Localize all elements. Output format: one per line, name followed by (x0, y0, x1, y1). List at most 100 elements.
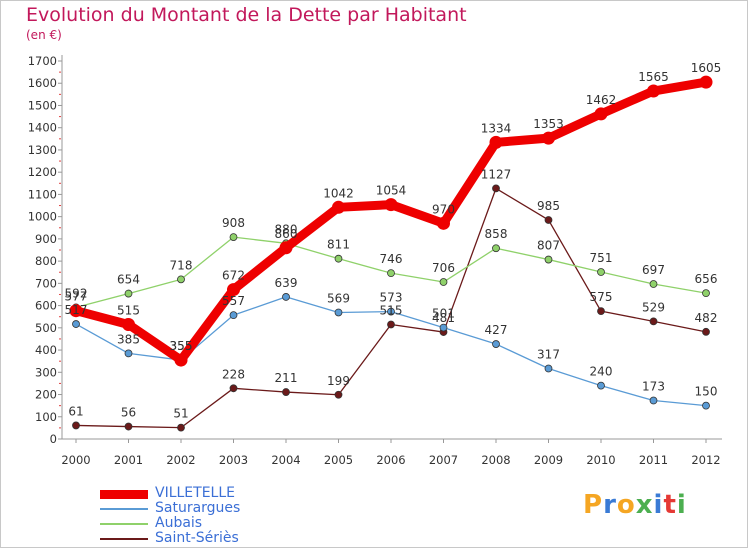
data-label: 515 (117, 303, 140, 317)
y-tick-label: 400 (35, 343, 57, 357)
y-tick-label: 800 (35, 254, 57, 268)
data-label: 517 (65, 303, 88, 317)
x-tick-label: 2002 (166, 453, 195, 467)
logo-letter: o (616, 490, 636, 520)
data-point-VILLETELLE (437, 216, 450, 230)
data-label: 639 (275, 276, 298, 290)
series-layer (69, 75, 713, 432)
data-label: 61 (68, 404, 83, 418)
data-point-Saturargues (334, 308, 343, 317)
data-point-VILLETELLE (594, 107, 608, 121)
data-point-Saturargues (72, 320, 80, 328)
data-label: 515 (380, 303, 403, 317)
data-label: 746 (380, 252, 403, 266)
x-tick-label: 2000 (61, 453, 90, 467)
data-label: 1605 (691, 61, 722, 75)
x-tick-label: 2009 (534, 453, 563, 467)
x-tick-label: 2001 (114, 453, 143, 467)
y-tick-label: 900 (35, 232, 57, 246)
legend-swatch (100, 523, 148, 525)
data-label: 211 (275, 371, 298, 385)
data-label: 1353 (533, 117, 564, 131)
y-tick-label: 0 (50, 432, 57, 446)
data-point-Saturargues (229, 311, 238, 320)
y-tick-label: 1600 (28, 76, 57, 90)
data-point-Aubais (124, 289, 133, 298)
legend-label: VILLETELLE (155, 485, 235, 501)
data-label: 1042 (323, 186, 354, 200)
data-label: 56 (121, 406, 136, 420)
legend-label: Aubais (155, 515, 203, 531)
data-label: 970 (432, 202, 455, 216)
data-label: 592 (65, 286, 88, 300)
data-point-Saturargues (124, 349, 133, 358)
data-point-Saturargues (544, 364, 553, 373)
x-tick-label: 2007 (429, 453, 458, 467)
legend-swatch (100, 538, 148, 540)
data-label: 1054 (376, 184, 407, 198)
data-point-VILLETELLE (227, 283, 240, 297)
data-point-Aubais (177, 275, 185, 284)
legend-label: Saint-Sériès (155, 530, 239, 546)
data-label: 51 (173, 407, 188, 421)
data-point-VILLETELLE (384, 198, 398, 212)
data-label: 706 (432, 261, 455, 275)
data-point-Saint-Sériès (597, 307, 605, 316)
data-point-Saint-Sériès (229, 384, 238, 393)
data-label: 228 (222, 367, 245, 381)
x-tick-label: 2005 (324, 453, 353, 467)
data-point-Saturargues (492, 340, 500, 348)
data-point-Aubais (597, 268, 605, 276)
logo-letter: t (663, 490, 677, 520)
data-point-Saturargues (649, 396, 658, 405)
chart-subtitle: (en €) (26, 28, 62, 42)
data-point-Aubais (649, 280, 658, 288)
data-label: 385 (117, 332, 140, 346)
y-tick-label: 1200 (28, 165, 57, 179)
data-label: 751 (590, 251, 613, 265)
data-label: 355 (170, 339, 193, 353)
x-tick-label: 2006 (376, 453, 405, 467)
data-point-Aubais (229, 233, 238, 242)
data-point-VILLETELLE (647, 84, 660, 98)
data-point-Saint-Sériès (649, 317, 658, 326)
data-point-Saturargues (387, 307, 395, 316)
data-point-Saint-Sériès (387, 320, 395, 329)
logo-letter: r (603, 490, 617, 520)
data-point-Aubais (334, 254, 343, 263)
proxiti-logo: Proxiti (583, 490, 687, 520)
data-point-Aubais (439, 278, 448, 286)
data-point-Saturargues (597, 381, 605, 390)
y-tick-label: 1400 (28, 121, 57, 135)
x-tick-label: 2004 (271, 453, 300, 467)
data-point-Saint-Sériès (702, 327, 710, 336)
data-label: 577 (65, 290, 88, 304)
y-tick-label: 500 (35, 321, 57, 335)
data-point-Saint-Sériès (124, 422, 133, 431)
data-point-Saint-Sériès (72, 421, 80, 430)
data-point-Saint-Sériès (334, 390, 343, 399)
y-tick-label: 1700 (28, 54, 57, 68)
legend-label: Saturargues (155, 500, 241, 516)
y-tick-label: 1500 (28, 98, 57, 112)
data-label: 569 (327, 291, 350, 305)
data-point-VILLETELLE (542, 131, 555, 145)
data-label: 199 (327, 374, 350, 388)
y-tick-label: 700 (35, 276, 57, 290)
data-point-VILLETELLE (279, 241, 293, 255)
data-point-VILLETELLE (699, 75, 713, 89)
data-point-Aubais (702, 289, 710, 298)
data-point-Saint-Sériès (177, 423, 185, 432)
data-label: 557 (222, 294, 245, 308)
y-tick-label: 300 (35, 365, 57, 379)
data-label: 355 (170, 339, 193, 353)
data-label: 575 (590, 290, 613, 304)
data-label: 985 (537, 199, 560, 213)
data-label: 860 (275, 227, 298, 241)
logo-letter: i (653, 490, 664, 520)
chart-title: Evolution du Montant de la Dette par Hab… (26, 4, 467, 26)
data-point-Saint-Sériès (282, 388, 290, 396)
data-label: 1565 (638, 70, 669, 84)
chart-axes: 0 100 200 300 400 500 600 700 800 900 1000 1100 1200… (28, 54, 722, 467)
